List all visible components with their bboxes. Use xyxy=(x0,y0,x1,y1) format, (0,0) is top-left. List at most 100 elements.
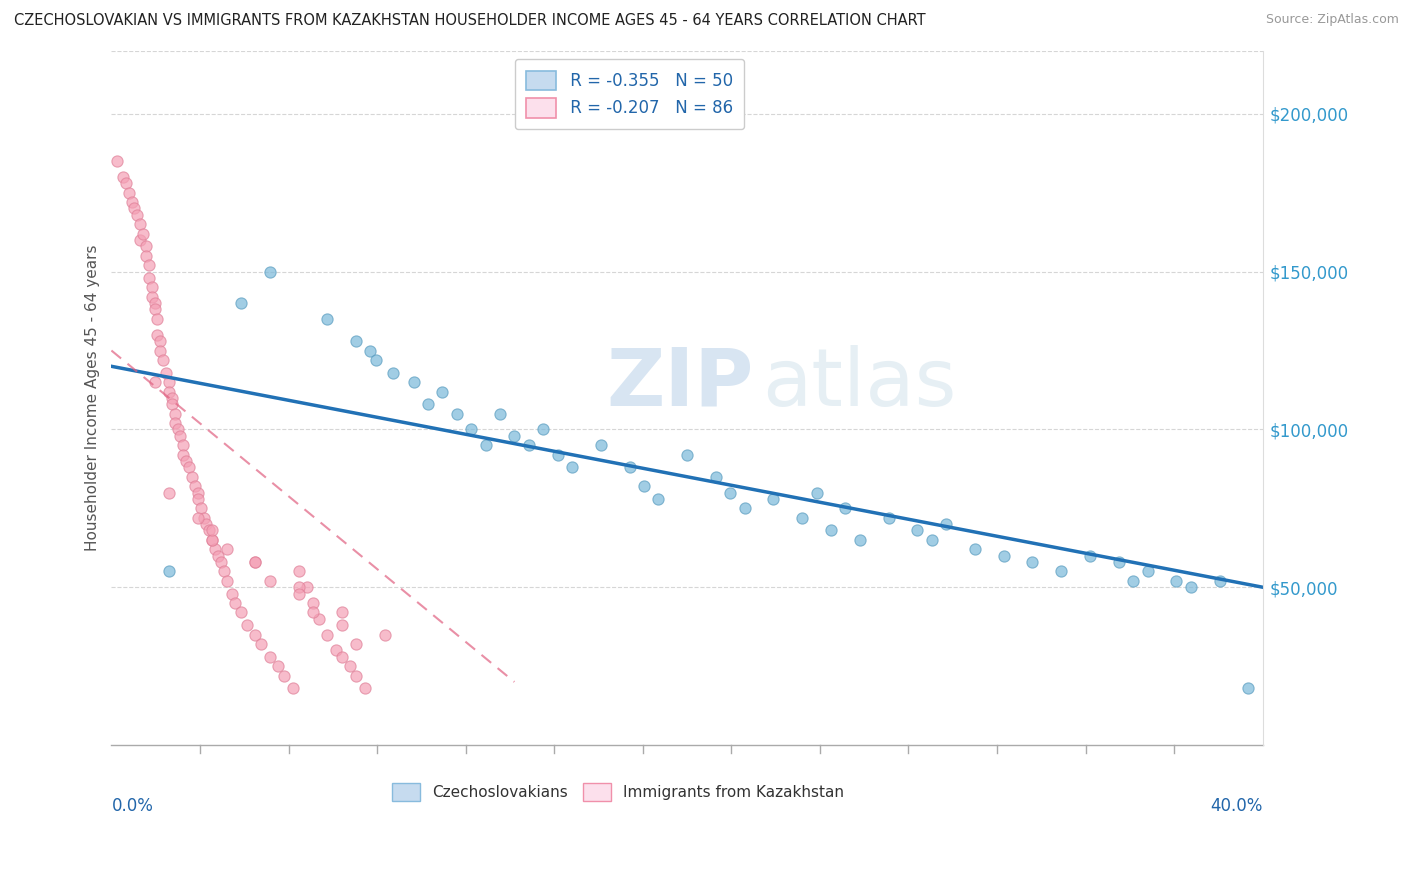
Point xyxy=(489,407,512,421)
Point xyxy=(308,612,330,626)
Text: CZECHOSLOVAKIAN VS IMMIGRANTS FROM KAZAKHSTAN HOUSEHOLDER INCOME AGES 45 - 64 YE: CZECHOSLOVAKIAN VS IMMIGRANTS FROM KAZAK… xyxy=(14,13,925,29)
Point xyxy=(118,186,141,200)
Point xyxy=(1237,681,1260,696)
Point xyxy=(325,643,347,657)
Point xyxy=(359,343,381,358)
Point xyxy=(146,327,169,342)
Point xyxy=(169,428,191,442)
Point xyxy=(589,438,612,452)
Point xyxy=(273,668,295,682)
Point xyxy=(633,479,655,493)
Point xyxy=(762,491,785,506)
Point xyxy=(245,555,267,569)
Point xyxy=(1122,574,1144,588)
Point xyxy=(157,485,180,500)
Point xyxy=(330,649,353,664)
Point xyxy=(1078,549,1101,563)
Point xyxy=(184,479,207,493)
Point xyxy=(432,384,454,399)
Point xyxy=(792,510,814,524)
Point xyxy=(834,501,856,516)
Point xyxy=(416,397,439,411)
Point xyxy=(1021,555,1043,569)
Point xyxy=(935,517,957,532)
Point xyxy=(190,501,212,516)
Point xyxy=(353,681,375,696)
Point xyxy=(135,239,157,253)
Point xyxy=(105,154,128,169)
Point xyxy=(187,485,209,500)
Point xyxy=(127,208,149,222)
Legend: Czechoslovakians, Immigrants from Kazakhstan: Czechoslovakians, Immigrants from Kazakh… xyxy=(387,777,849,807)
Point xyxy=(187,510,209,524)
Point xyxy=(820,524,842,538)
Point xyxy=(921,533,943,547)
Point xyxy=(374,627,396,641)
Point xyxy=(229,296,252,310)
Point xyxy=(344,334,367,348)
Point xyxy=(250,637,273,651)
Point xyxy=(647,491,669,506)
Point xyxy=(155,366,177,380)
Point xyxy=(446,407,468,421)
Point xyxy=(129,233,152,247)
Point xyxy=(198,524,221,538)
Point xyxy=(330,618,353,632)
Point xyxy=(718,485,741,500)
Point xyxy=(201,533,224,547)
Point xyxy=(212,565,235,579)
Point xyxy=(302,596,325,610)
Point xyxy=(215,542,238,557)
Point xyxy=(132,227,155,241)
Point xyxy=(295,580,318,594)
Point xyxy=(141,290,163,304)
Point xyxy=(143,375,166,389)
Point xyxy=(316,312,339,326)
Point xyxy=(460,422,482,436)
Point xyxy=(138,258,160,272)
Point xyxy=(245,627,267,641)
Point xyxy=(143,302,166,317)
Point xyxy=(1180,580,1202,594)
Point xyxy=(344,668,367,682)
Point xyxy=(201,533,224,547)
Point xyxy=(905,524,928,538)
Point xyxy=(187,491,209,506)
Point xyxy=(245,555,267,569)
Point xyxy=(181,469,204,483)
Point xyxy=(503,428,526,442)
Point xyxy=(281,681,304,696)
Point xyxy=(166,422,188,436)
Point xyxy=(287,565,309,579)
Point xyxy=(204,542,226,557)
Point xyxy=(174,454,197,468)
Point xyxy=(163,407,186,421)
Point xyxy=(221,586,243,600)
Point xyxy=(172,438,194,452)
Point xyxy=(172,448,194,462)
Point xyxy=(806,485,828,500)
Point xyxy=(121,195,143,210)
Point xyxy=(1108,555,1130,569)
Point xyxy=(302,606,325,620)
Point xyxy=(157,565,180,579)
Point xyxy=(195,517,218,532)
Point xyxy=(517,438,540,452)
Point xyxy=(124,202,146,216)
Point xyxy=(224,596,246,610)
Point xyxy=(561,460,583,475)
Point xyxy=(157,375,180,389)
Point xyxy=(138,271,160,285)
Point xyxy=(160,391,183,405)
Point xyxy=(316,627,339,641)
Point xyxy=(402,375,425,389)
Point xyxy=(143,296,166,310)
Y-axis label: Householder Income Ages 45 - 64 years: Householder Income Ages 45 - 64 years xyxy=(86,244,100,551)
Point xyxy=(676,448,699,462)
Point xyxy=(267,659,290,673)
Point xyxy=(704,469,727,483)
Point xyxy=(152,353,174,368)
Point xyxy=(366,353,388,368)
Point xyxy=(1050,565,1073,579)
Text: ZIP: ZIP xyxy=(606,345,754,423)
